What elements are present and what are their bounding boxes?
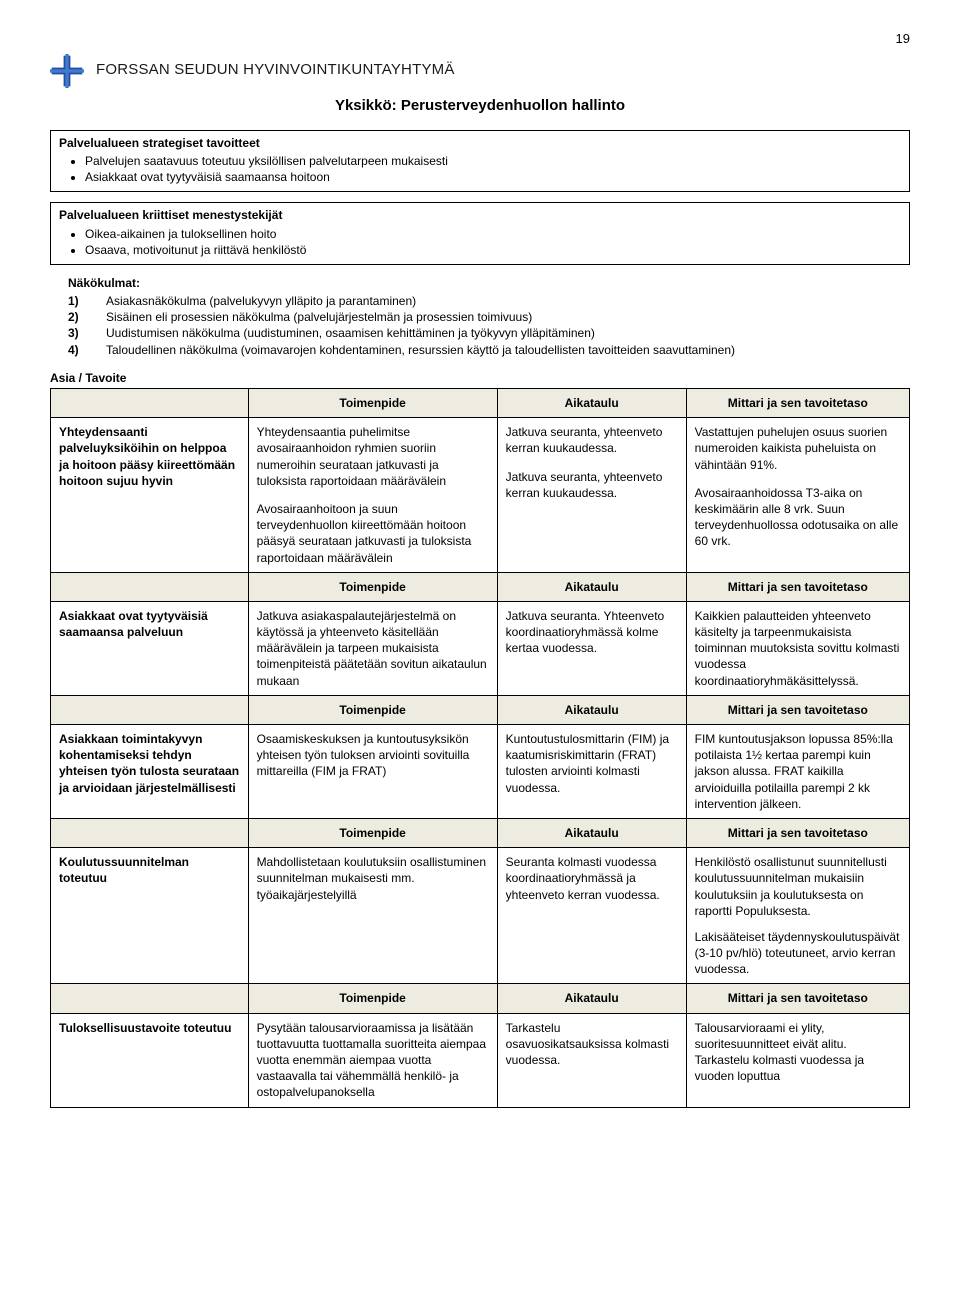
strategic-goals-box: Palvelualueen strategiset tavoitteet Pal… [50, 130, 910, 193]
header-mittari: Mittari ja sen tavoitetaso [686, 572, 909, 601]
header-mittari: Mittari ja sen tavoitetaso [686, 695, 909, 724]
header-aikataulu: Aikataulu [497, 818, 686, 847]
schedule-cell: Jatkuva seuranta. Yhteenveto koordinaati… [497, 601, 686, 695]
schedule-cell: Seuranta kolmasti vuodessa koordinaatior… [497, 848, 686, 984]
cell-paragraph: Jatkuva asiakaspalautejärjestelmä on käy… [257, 608, 489, 689]
list-item-text: Uudistumisen näkökulma (uudistuminen, os… [106, 326, 595, 340]
table-row: Asiakkaan toimintakyvyn kohentamiseksi t… [51, 725, 910, 819]
goal-cell: Yhteydensaanti palveluyksiköihin on help… [51, 418, 249, 573]
header-toimenpide: Toimenpide [248, 695, 497, 724]
perspectives-list: 1)Asiakasnäkökulma (palvelukyvyn ylläpit… [50, 293, 910, 358]
list-item: 1)Asiakasnäkökulma (palvelukyvyn ylläpit… [88, 293, 910, 309]
table-row: Tuloksellisuustavoite toteutuuPysytään t… [51, 1013, 910, 1107]
asia-tavoite-label: Asia / Tavoite [50, 370, 910, 386]
header-toimenpide: Toimenpide [248, 572, 497, 601]
table-header-row: ToimenpideAikatauluMittari ja sen tavoit… [51, 818, 910, 847]
cell-paragraph: Avosairaanhoitoon ja suun terveydenhuoll… [257, 501, 489, 566]
box1-list: Palvelujen saatavuus toteutuu yksilöllis… [59, 153, 901, 185]
action-cell: Pysytään talousarvioraamissa ja lisätään… [248, 1013, 497, 1107]
cell-paragraph: Jatkuva seuranta, yhteenveto kerran kuuk… [506, 424, 678, 456]
header-toimenpide: Toimenpide [248, 389, 497, 418]
success-factors-box: Palvelualueen kriittiset menestystekijät… [50, 202, 910, 265]
table-row: Koulutussuunnitelman toteutuuMahdolliste… [51, 848, 910, 984]
cell-paragraph: Henkilöstö osallistunut suunnitellusti k… [695, 854, 901, 977]
header-cell-empty [51, 572, 249, 601]
schedule-cell: Tarkastelu osavuosikatsauksissa kolmasti… [497, 1013, 686, 1107]
metric-cell: Talousarvioraami ei ylity, suoritesuunni… [686, 1013, 909, 1107]
metric-cell: Kaikkien palautteiden yhteenveto käsitel… [686, 601, 909, 695]
table-header-row: ToimenpideAikatauluMittari ja sen tavoit… [51, 695, 910, 724]
cell-paragraph: Mahdollistetaan koulutuksiin osallistumi… [257, 854, 489, 903]
cell-paragraph: Yhteydensaantia puhelimitse avosairaanho… [257, 424, 489, 489]
cell-paragraph: Seuranta kolmasti vuodessa koordinaatior… [506, 854, 678, 903]
box2-title: Palvelualueen kriittiset menestystekijät [59, 207, 901, 223]
document-header: FORSSAN SEUDUN HYVINVOINTIKUNTAYHTYMÄ [50, 54, 910, 88]
list-item: 2)Sisäinen eli prosessien näkökulma (pal… [88, 309, 910, 325]
list-item-text: Taloudellinen näkökulma (voimavarojen ko… [106, 343, 735, 357]
header-mittari: Mittari ja sen tavoitetaso [686, 984, 909, 1013]
metric-cell: Vastattujen puhelujen osuus suorien nume… [686, 418, 909, 573]
metric-cell: FIM kuntoutusjakson lopussa 85%:lla poti… [686, 725, 909, 819]
header-aikataulu: Aikataulu [497, 572, 686, 601]
header-aikataulu: Aikataulu [497, 695, 686, 724]
list-item-text: Sisäinen eli prosessien näkökulma (palve… [106, 310, 532, 324]
header-cell-empty [51, 695, 249, 724]
list-item: Oikea-aikainen ja tuloksellinen hoito [85, 226, 901, 242]
cell-paragraph: Avosairaanhoidossa T3-aika on keskimääri… [695, 485, 901, 550]
cell-paragraph: Kaikkien palautteiden yhteenveto käsitel… [695, 608, 901, 689]
cell-paragraph: Osaamiskeskuksen ja kuntoutusyksikön yht… [257, 731, 489, 780]
cell-paragraph: Pysytään talousarvioraamissa ja lisätään… [257, 1020, 489, 1101]
page-number: 19 [50, 30, 910, 48]
schedule-cell: Jatkuva seuranta, yhteenveto kerran kuuk… [497, 418, 686, 573]
goal-cell: Tuloksellisuustavoite toteutuu [51, 1013, 249, 1107]
header-cell-empty [51, 818, 249, 847]
goal-cell: Asiakkaan toimintakyvyn kohentamiseksi t… [51, 725, 249, 819]
table-row: Asiakkaat ovat tyytyväisiä saamaansa pal… [51, 601, 910, 695]
header-aikataulu: Aikataulu [497, 984, 686, 1013]
goal-cell: Asiakkaat ovat tyytyväisiä saamaansa pal… [51, 601, 249, 695]
header-cell-empty [51, 984, 249, 1013]
list-item: 3)Uudistumisen näkökulma (uudistuminen, … [88, 325, 910, 341]
header-mittari: Mittari ja sen tavoitetaso [686, 818, 909, 847]
action-cell: Yhteydensaantia puhelimitse avosairaanho… [248, 418, 497, 573]
unit-title: Yksikkö: Perusterveydenhuollon hallinto [50, 96, 910, 116]
table-header-row: ToimenpideAikatauluMittari ja sen tavoit… [51, 389, 910, 418]
action-cell: Mahdollistetaan koulutuksiin osallistumi… [248, 848, 497, 984]
header-aikataulu: Aikataulu [497, 389, 686, 418]
header-toimenpide: Toimenpide [248, 818, 497, 847]
cell-paragraph: Jatkuva seuranta, yhteenveto kerran kuuk… [506, 469, 678, 501]
list-item: Osaava, motivoitunut ja riittävä henkilö… [85, 242, 901, 258]
header-cell-empty [51, 389, 249, 418]
metric-cell: Henkilöstö osallistunut suunnitellusti k… [686, 848, 909, 984]
action-cell: Jatkuva asiakaspalautejärjestelmä on käy… [248, 601, 497, 695]
list-item: Palvelujen saatavuus toteutuu yksilöllis… [85, 153, 901, 169]
header-toimenpide: Toimenpide [248, 984, 497, 1013]
cell-paragraph: FIM kuntoutusjakson lopussa 85%:lla poti… [695, 731, 901, 812]
perspectives-label: Näkökulmat: [68, 275, 910, 291]
goals-table: ToimenpideAikatauluMittari ja sen tavoit… [50, 388, 910, 1108]
cell-paragraph: Kuntoutustulosmittarin (FIM) ja kaatumis… [506, 731, 678, 796]
table-header-row: ToimenpideAikatauluMittari ja sen tavoit… [51, 984, 910, 1013]
goal-cell: Koulutussuunnitelman toteutuu [51, 848, 249, 984]
list-item: Asiakkaat ovat tyytyväisiä saamaansa hoi… [85, 169, 901, 185]
schedule-cell: Kuntoutustulosmittarin (FIM) ja kaatumis… [497, 725, 686, 819]
cell-paragraph: Jatkuva seuranta. Yhteenveto koordinaati… [506, 608, 678, 657]
box1-title: Palvelualueen strategiset tavoitteet [59, 135, 901, 151]
box2-list: Oikea-aikainen ja tuloksellinen hoito Os… [59, 226, 901, 258]
list-item-text: Asiakasnäkökulma (palvelukyvyn ylläpito … [106, 294, 416, 308]
org-logo-icon [50, 54, 84, 88]
cell-paragraph: Tarkastelu osavuosikatsauksissa kolmasti… [506, 1020, 678, 1069]
cell-paragraph: Talousarvioraami ei ylity, suoritesuunni… [695, 1020, 901, 1085]
action-cell: Osaamiskeskuksen ja kuntoutusyksikön yht… [248, 725, 497, 819]
list-item: 4)Taloudellinen näkökulma (voimavarojen … [88, 342, 910, 358]
org-name: FORSSAN SEUDUN HYVINVOINTIKUNTAYHTYMÄ [96, 54, 455, 80]
header-mittari: Mittari ja sen tavoitetaso [686, 389, 909, 418]
cell-paragraph: Vastattujen puhelujen osuus suorien nume… [695, 424, 901, 473]
table-header-row: ToimenpideAikatauluMittari ja sen tavoit… [51, 572, 910, 601]
table-row: Yhteydensaanti palveluyksiköihin on help… [51, 418, 910, 573]
